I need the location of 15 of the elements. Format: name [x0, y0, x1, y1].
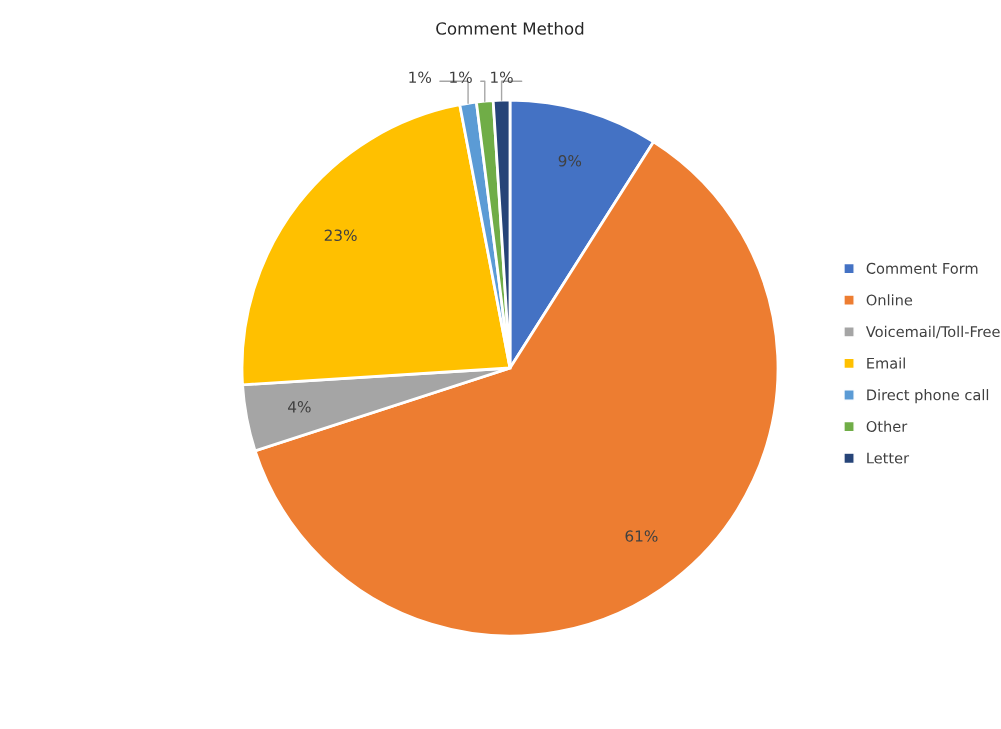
data-label: 1%	[491, 71, 513, 83]
data-label: 4%	[288, 401, 311, 413]
data-label: 23%	[324, 229, 357, 242]
legend-label: Comment Form	[866, 262, 978, 274]
legend-label: Direct phone call	[867, 389, 989, 404]
legend-label: Other	[866, 420, 908, 432]
data-label: 9%	[558, 154, 582, 167]
legend-label: Email	[867, 357, 905, 369]
data-label: 1%	[450, 71, 472, 83]
data-label: 1%	[409, 71, 432, 83]
chart-title: Comment Method	[436, 21, 584, 35]
legend-label: Online	[866, 294, 913, 306]
data-label: 61%	[625, 530, 658, 542]
legend-label: Letter	[867, 452, 910, 464]
legend-label: Voicemail/Toll-Free	[865, 325, 1000, 339]
